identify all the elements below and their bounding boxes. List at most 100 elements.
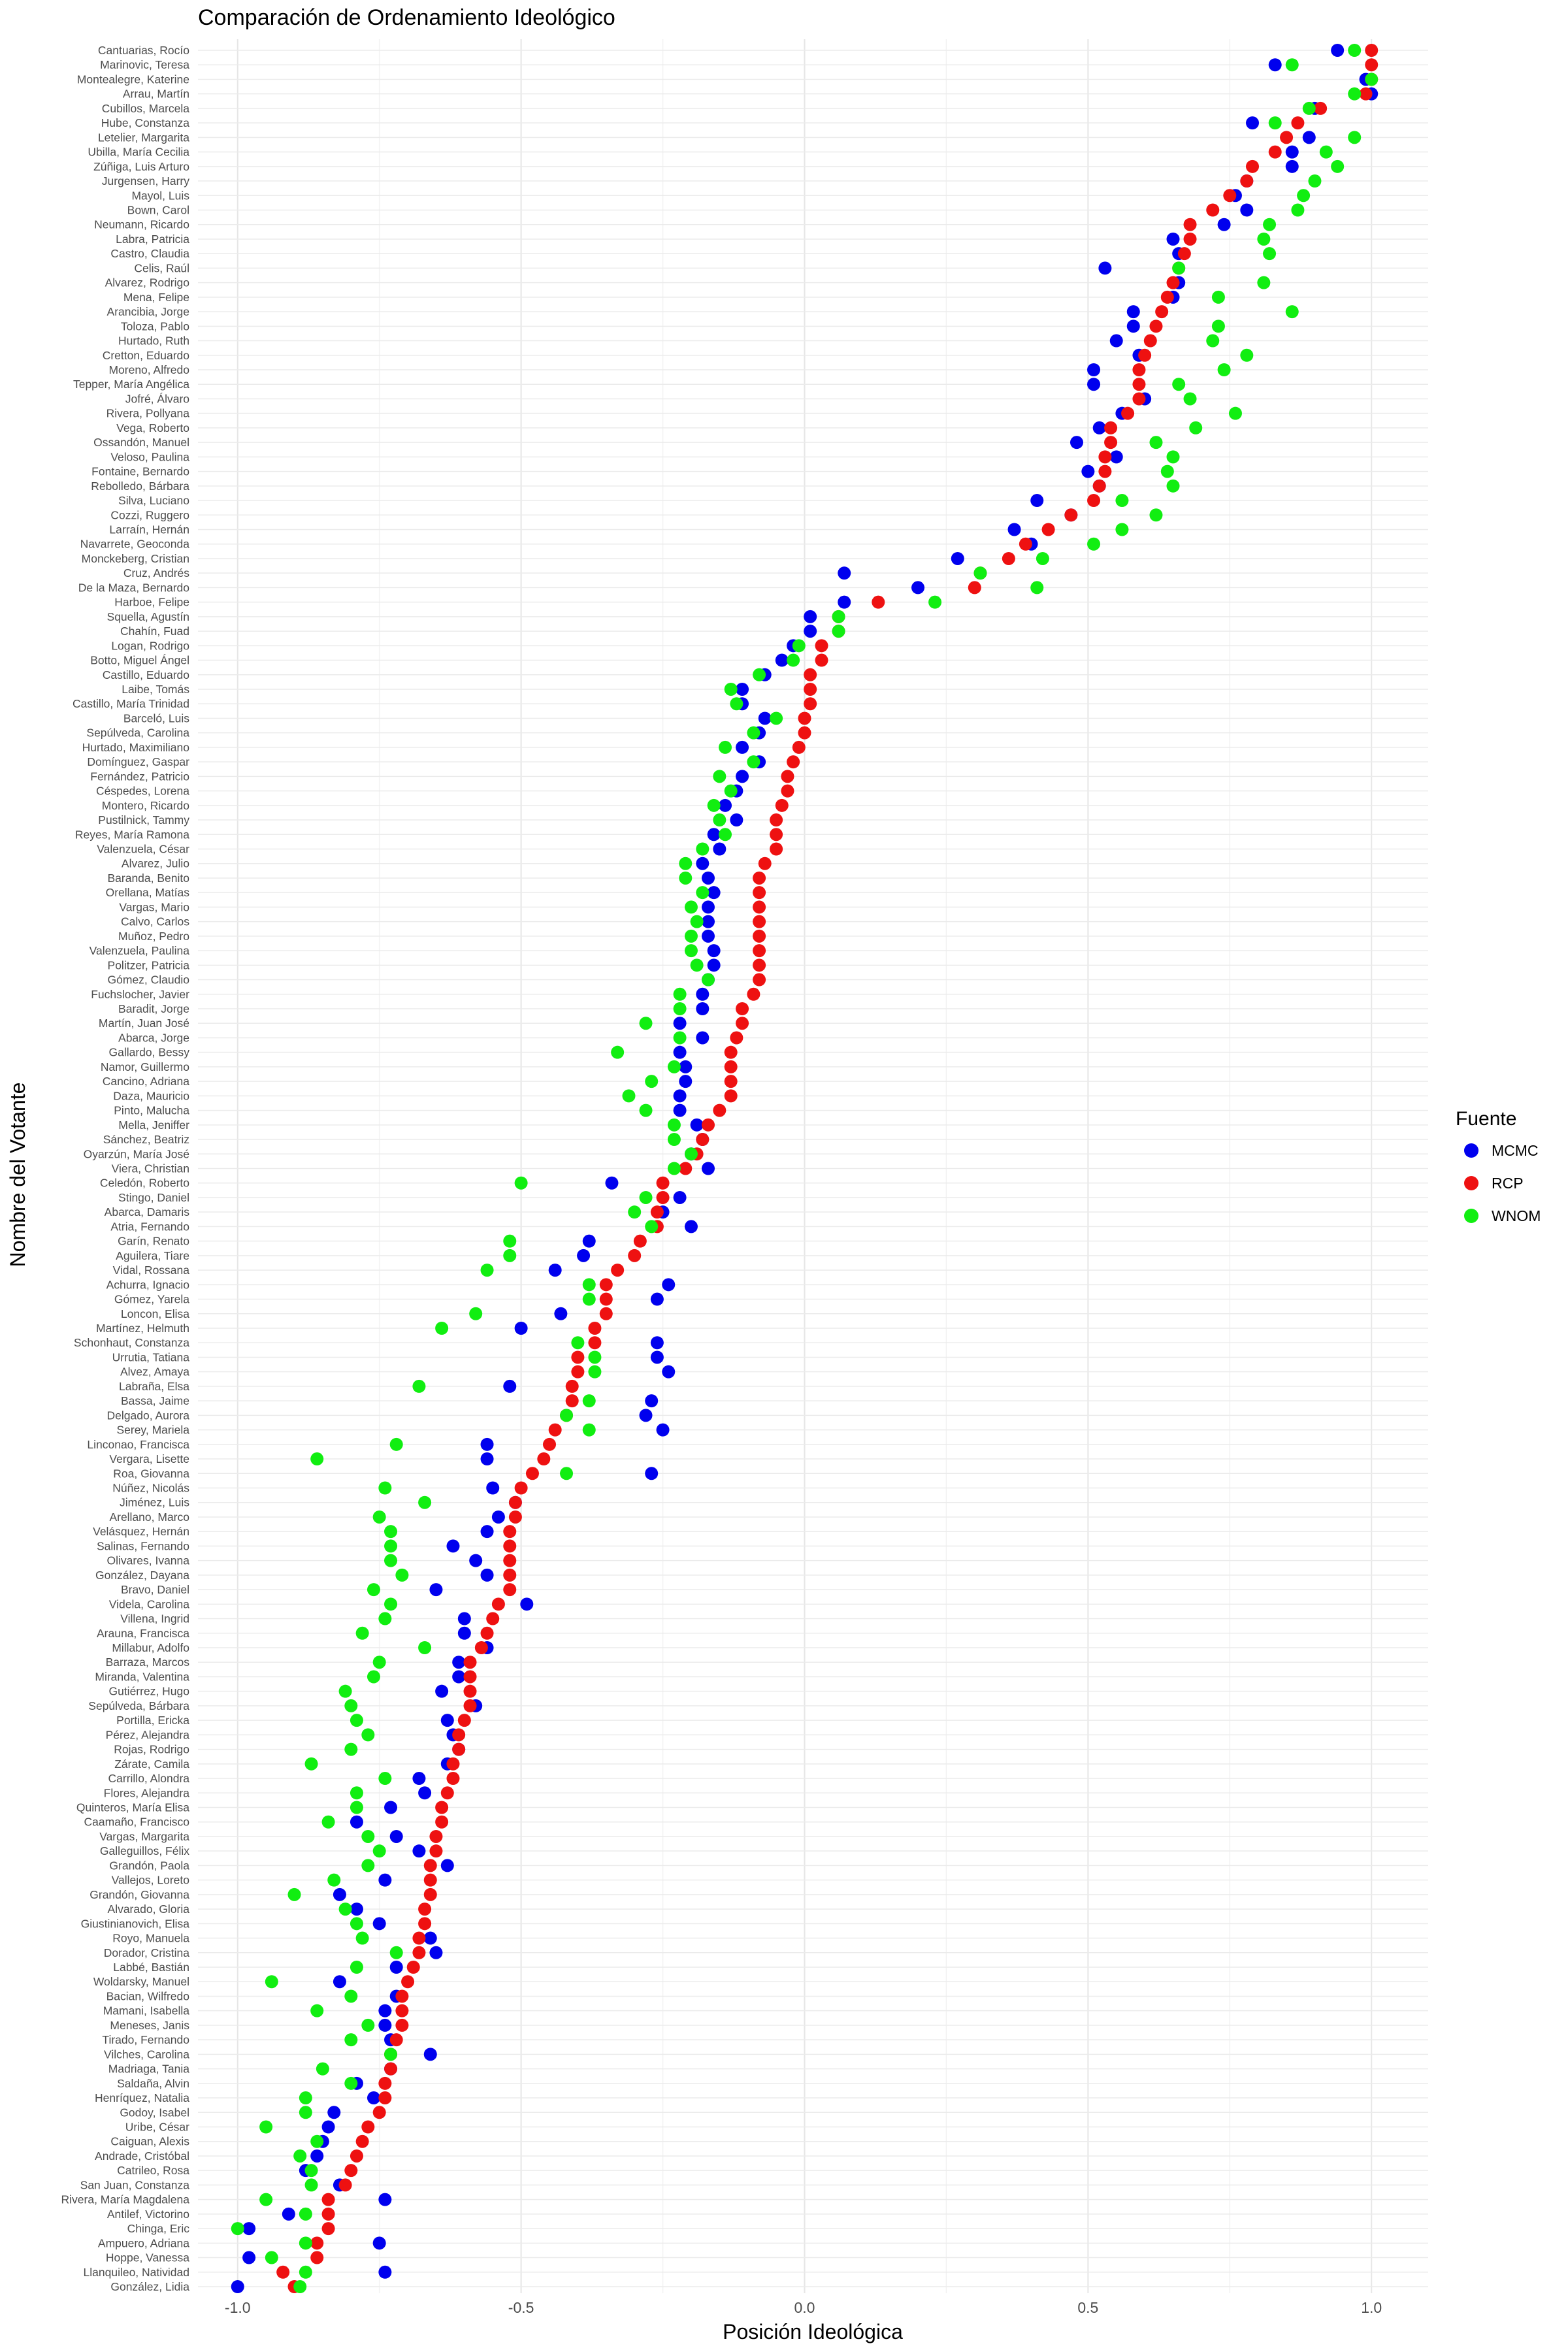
point-rcp — [1104, 436, 1118, 449]
point-wnom — [1149, 508, 1163, 522]
point-wnom — [344, 2076, 358, 2090]
voter-name-label: Castillo, María Trinidad — [73, 697, 189, 710]
point-wnom — [1348, 87, 1362, 101]
point-rcp — [503, 1568, 517, 1582]
point-mcmc — [548, 1264, 562, 1277]
voter-name-label: Arellano, Marco — [109, 1511, 189, 1524]
point-rcp — [1240, 174, 1254, 188]
voter-name-label: Martínez, Helmuth — [96, 1322, 189, 1335]
point-rcp — [429, 1844, 443, 1858]
point-wnom — [338, 1684, 352, 1698]
point-wnom — [344, 2033, 358, 2047]
x-tick-label: 0.5 — [1077, 2299, 1098, 2316]
point-wnom — [684, 900, 698, 914]
point-mcmc — [452, 1656, 466, 1669]
voter-name-label: Abarca, Damaris — [105, 1205, 190, 1218]
point-mcmc — [701, 1162, 715, 1175]
voter-name-label: Madriaga, Tania — [108, 2063, 189, 2076]
point-wnom — [639, 1017, 653, 1030]
voter-name-label: Velásquez, Hernán — [93, 1525, 189, 1538]
point-wnom — [684, 929, 698, 943]
point-mcmc — [389, 1961, 403, 1974]
point-wnom — [304, 2164, 318, 2178]
point-rcp — [753, 929, 766, 943]
point-wnom — [1087, 537, 1101, 551]
point-rcp — [503, 1554, 517, 1567]
point-rcp — [753, 944, 766, 958]
voter-name-label: Cancino, Adriana — [103, 1075, 190, 1088]
y-axis-title: Nombre del Votante — [6, 1083, 29, 1267]
point-mcmc — [673, 1103, 687, 1117]
point-rcp — [1149, 319, 1163, 333]
point-wnom — [1257, 232, 1271, 246]
point-wnom — [372, 1656, 386, 1669]
point-rcp — [463, 1656, 477, 1669]
voter-name-label: Villena, Ingrid — [120, 1612, 189, 1625]
voter-name-label: Barraza, Marcos — [106, 1656, 190, 1669]
point-mcmc — [673, 1017, 687, 1030]
point-mcmc — [457, 1612, 471, 1625]
point-rcp — [571, 1350, 585, 1364]
point-mcmc — [378, 2193, 392, 2206]
voter-name-label: Castro, Claudia — [110, 247, 189, 260]
voter-name-label: Vega, Roberto — [116, 421, 189, 434]
point-wnom — [344, 1742, 358, 1756]
voter-name-label: Ossandón, Manuel — [93, 436, 189, 449]
point-rcp — [418, 1917, 432, 1931]
voter-name-label: Rebolledo, Bárbara — [91, 480, 189, 493]
point-mcmc — [645, 1467, 659, 1480]
point-wnom — [310, 2004, 324, 2017]
point-mcmc — [384, 1801, 398, 1814]
point-mcmc — [372, 2236, 386, 2250]
voter-name-label: Monckeberg, Cristian — [82, 552, 189, 565]
voter-name-label: Atria, Fernando — [110, 1220, 189, 1233]
point-rcp — [679, 1162, 693, 1175]
point-mcmc — [736, 770, 749, 783]
voter-name-label: Bown, Carol — [127, 204, 189, 217]
point-rcp — [611, 1264, 625, 1277]
point-wnom — [724, 784, 738, 798]
point-mcmc — [429, 1946, 443, 1959]
point-rcp — [770, 828, 783, 841]
point-mcmc — [679, 1060, 693, 1073]
point-rcp — [344, 2164, 358, 2178]
point-wnom — [299, 2091, 312, 2105]
voter-name-label: Aguilera, Tiare — [116, 1249, 189, 1262]
point-wnom — [367, 1670, 380, 1684]
voter-name-label: Tepper, María Angélica — [73, 378, 189, 391]
point-wnom — [832, 610, 845, 623]
point-wnom — [639, 1103, 653, 1117]
x-axis-title: Posición Ideológica — [723, 2320, 903, 2344]
point-rcp — [321, 2207, 335, 2221]
point-mcmc — [707, 958, 721, 972]
voter-name-label: Valenzuela, Paulina — [90, 944, 190, 957]
point-wnom — [713, 770, 727, 783]
voter-name-label: Sepúlveda, Bárbara — [88, 1699, 189, 1712]
point-mcmc — [440, 1859, 454, 1872]
point-rcp — [1104, 421, 1118, 434]
point-mcmc — [582, 1234, 596, 1248]
point-rcp — [1177, 247, 1191, 261]
point-wnom — [1348, 44, 1362, 57]
point-wnom — [293, 2280, 307, 2293]
point-rcp — [753, 900, 766, 914]
point-wnom — [321, 1815, 335, 1829]
point-mcmc — [412, 1772, 426, 1786]
voter-name-label: Abarca, Jorge — [118, 1031, 189, 1044]
voter-name-label: Arauna, Francisca — [97, 1627, 189, 1640]
point-mcmc — [730, 813, 743, 827]
point-mcmc — [701, 871, 715, 885]
point-wnom — [679, 871, 693, 885]
point-rcp — [525, 1467, 539, 1480]
point-mcmc — [1246, 116, 1259, 130]
point-wnom — [1211, 319, 1225, 333]
point-mcmc — [1302, 131, 1316, 144]
voter-name-label: Pustilnick, Tammy — [98, 813, 189, 826]
point-wnom — [832, 625, 845, 638]
point-rcp — [463, 1670, 477, 1684]
point-rcp — [1183, 232, 1197, 246]
point-wnom — [469, 1307, 483, 1320]
point-mcmc — [1240, 203, 1254, 217]
point-rcp — [423, 1859, 437, 1872]
